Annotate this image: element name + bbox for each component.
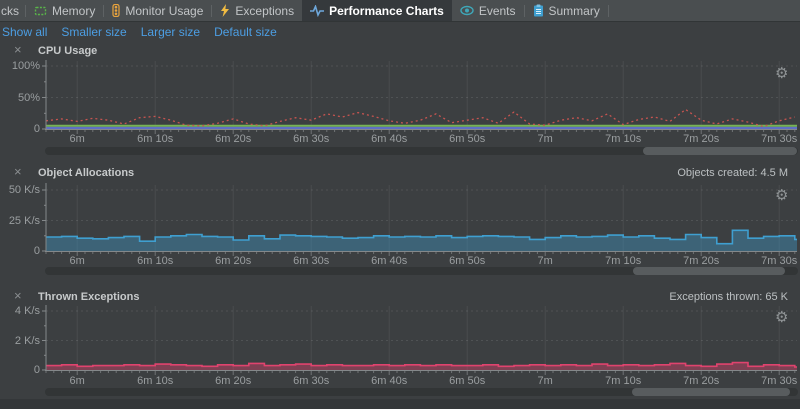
x-axis-label: 7m [537,375,553,387]
panel-thrown-exceptions: × Thrown Exceptions Exceptions thrown: 6… [0,288,800,400]
exceptions-chart-scrollbar[interactable] [45,388,798,396]
panel-title: CPU Usage [38,45,98,57]
x-axis-label: 6m 10s [137,255,174,267]
x-axis-label: 7m 20s [683,375,720,387]
clipboard-icon [533,4,544,17]
x-axis-label: 6m 20s [215,375,252,387]
y-axis-label: 0 [33,123,40,135]
tab-events[interactable]: Events [452,0,524,21]
panel-stat: Objects created: 4.5 M [677,167,788,179]
tab-separator [523,4,525,17]
traffic-light-icon [112,4,120,17]
thrown-exceptions-chart[interactable] [0,305,800,377]
x-axis-label: 6m 10s [137,133,174,145]
x-axis-label: 6m 40s [371,255,408,267]
x-axis-label: 6m 10s [137,375,174,387]
tab-exceptions[interactable]: Exceptions [212,0,302,21]
panel-title: Thrown Exceptions [38,291,140,303]
x-axis-label: 6m 30s [293,375,330,387]
x-axis-label: 7m 20s [683,255,720,267]
x-axis-label: 7m 10s [605,255,642,267]
tab-stacks-truncated[interactable]: cks [0,0,25,21]
memory-icon [34,5,47,17]
tab-label: Performance Charts [329,3,444,18]
panel-cpu-usage: × CPU Usage ⚙ 100% 50% 0 6m 6m 10s 6m 20s 6m 3… [0,42,800,158]
x-axis-label: 7m 30s [761,375,798,387]
bottom-strip [0,399,800,409]
y-axis-label: 100% [11,60,40,72]
x-axis-label: 7m 30s [761,255,798,267]
tab-summary[interactable]: Summary [525,0,608,21]
default-size-link[interactable]: Default size [214,24,277,39]
chart-size-toolbar: Show all Smaller size Larger size Defaul… [0,21,800,42]
x-axis-label: 6m 20s [215,133,252,145]
x-axis-label: 6m 20s [215,255,252,267]
tab-separator [607,4,609,17]
x-axis-label: 7m 20s [683,133,720,145]
x-axis-label: 6m 30s [293,133,330,145]
panel-header: × Object Allocations Objects created: 4.… [0,164,792,180]
tab-separator [103,4,105,17]
tab-label: Events [478,3,516,18]
object-allocations-chart[interactable] [0,182,800,256]
x-axis-label: 6m 50s [449,255,486,267]
x-axis-label: 7m 30s [761,133,798,145]
tab-separator [211,4,213,17]
tab-performance-charts[interactable]: Performance Charts [302,0,452,21]
panel-title: Object Allocations [38,167,135,179]
tab-label: Exceptions [235,3,295,18]
tab-label: cks [1,3,19,18]
panel-header: × CPU Usage [0,42,792,58]
scrollbar-thumb[interactable] [643,147,797,155]
x-axis-label: 6m [69,133,85,145]
allocations-chart-scrollbar[interactable] [45,267,798,275]
panel-stat: Exceptions thrown: 65 K [669,291,788,303]
larger-size-link[interactable]: Larger size [140,24,201,39]
x-axis-label: 6m 40s [371,375,408,387]
tab-separator [25,4,26,17]
tab-memory[interactable]: Memory [26,0,103,21]
gear-icon[interactable]: ⚙ [775,309,789,326]
x-axis-label: 6m [69,255,85,267]
tab-label: Summary [548,3,600,18]
tab-label: Monitor Usage [125,3,204,18]
x-axis-label: 7m [537,255,553,267]
y-axis-label: 0 [33,364,40,376]
y-axis-label: 25 K/s [8,214,40,227]
smaller-size-link[interactable]: Smaller size [61,24,127,39]
x-axis-label: 6m 50s [449,133,486,145]
panel-object-allocations: × Object Allocations Objects created: 4.… [0,164,800,278]
close-icon[interactable]: × [14,42,22,57]
y-axis-label: 4 K/s [14,305,40,317]
pulse-icon [310,4,325,17]
close-icon[interactable]: × [14,164,22,179]
tab-bar: cks Memory Monitor Usage Exceptions [0,0,800,22]
x-axis-label: 6m [69,375,85,387]
cpu-usage-chart[interactable] [0,60,800,134]
x-axis-label: 6m 50s [449,375,486,387]
y-axis-label: 0 [33,245,40,257]
x-axis-label: 7m 10s [605,375,642,387]
scrollbar-thumb[interactable] [633,267,785,275]
tab-label: Memory [52,3,96,18]
gear-icon[interactable]: ⚙ [775,187,789,204]
panel-header: × Thrown Exceptions Exceptions thrown: 6… [0,288,792,304]
y-axis-label: 50% [17,91,40,104]
tab-monitor-usage[interactable]: Monitor Usage [104,0,211,21]
gear-icon[interactable]: ⚙ [775,65,789,82]
x-axis-label: 6m 30s [293,255,330,267]
close-icon[interactable]: × [14,288,22,303]
y-axis-label: 50 K/s [8,184,40,196]
lightning-icon [220,4,230,17]
cpu-chart-scrollbar[interactable] [45,147,798,155]
show-all-link[interactable]: Show all [2,24,48,39]
y-axis-label: 2 K/s [14,334,40,347]
x-axis-label: 7m [537,133,553,145]
eye-icon [460,5,474,16]
scrollbar-thumb[interactable] [632,388,790,396]
x-axis-label: 7m 10s [605,133,642,145]
x-axis-label: 6m 40s [371,133,408,145]
